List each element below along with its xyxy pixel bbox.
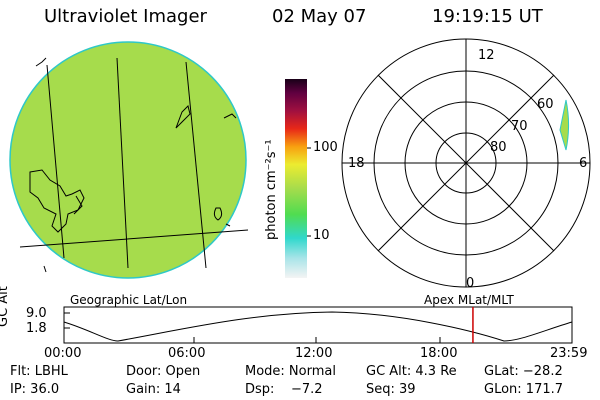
mlt-label-6: 6 <box>579 156 588 171</box>
colorbar-tick-label: 100 <box>313 140 338 155</box>
orbit-ytick: 1.8 <box>26 321 47 336</box>
info-glon: GLon: 171.7 <box>484 382 564 397</box>
time-label: 19:19:15 UT <box>432 6 543 27</box>
info-seq: Seq: 39 <box>366 382 416 397</box>
orbit-xtick: 06:00 <box>168 346 206 361</box>
mlt-label-12: 12 <box>478 48 495 63</box>
coastline <box>225 223 231 227</box>
date-label: 02 May 07 <box>272 6 367 27</box>
orbit-xtick: 00:00 <box>44 346 82 361</box>
coastline <box>35 57 47 67</box>
info-door: Door: Open <box>126 364 201 379</box>
info-dsp: Dsp: −7.2 <box>245 382 323 397</box>
mlat-label-60: 60 <box>537 97 554 112</box>
info-mode: Mode: Normal <box>245 364 336 379</box>
orbit-ylabel: GC Alt <box>0 286 11 327</box>
colorbar-tick-label: 10 <box>313 228 330 243</box>
altitude-curve <box>63 311 573 342</box>
info-gc-alt: GC Alt: 4.3 Re <box>366 364 457 379</box>
orbit-frame <box>63 306 573 344</box>
info-ip: IP: 36.0 <box>10 382 60 397</box>
coastline <box>213 207 223 221</box>
orbit-ytick: 9.0 <box>26 306 47 321</box>
mlat-label-80: 80 <box>490 140 507 155</box>
mlat-label-70: 70 <box>511 119 528 134</box>
polar-axis-diagonal <box>377 74 555 252</box>
orbit-xtick: 12:00 <box>295 346 333 361</box>
geographic-image <box>9 41 249 279</box>
orbit-panel <box>63 306 573 344</box>
uv-image-disc <box>9 41 247 279</box>
geographic-caption: Geographic Lat/Lon <box>70 293 188 307</box>
polar-image-patch <box>559 99 570 151</box>
mlt-label-18: 18 <box>348 156 365 171</box>
coastline <box>29 169 85 233</box>
color-bar <box>285 79 307 278</box>
info-glat: GLat: −28.2 <box>484 364 563 379</box>
apex-caption: Apex MLat/MLT <box>424 293 514 307</box>
orbit-xtick: 18:00 <box>420 346 458 361</box>
info-gain: Gain: 14 <box>126 382 181 397</box>
meridian-line <box>116 57 129 269</box>
polar-plot <box>341 38 591 288</box>
coastline <box>73 195 83 215</box>
colorbar-units-label: photon cm⁻²s⁻¹ <box>264 139 279 240</box>
instrument-title: Ultraviolet Imager <box>44 6 207 27</box>
mlt-label-0: 0 <box>466 276 475 291</box>
coastline <box>43 265 47 273</box>
coastline <box>223 113 237 119</box>
info-filter: Flt: LBHL <box>10 364 68 379</box>
meridian-line <box>46 64 65 259</box>
latitude-line <box>19 229 249 248</box>
coastline <box>175 105 191 129</box>
orbit-xtick: 23:59 <box>550 346 588 361</box>
